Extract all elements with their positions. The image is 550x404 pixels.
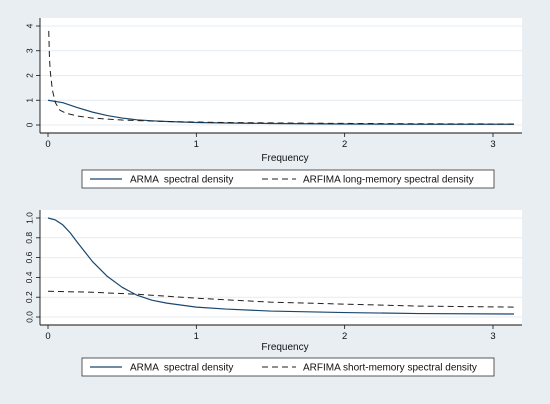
- top-y-tick-label: 4: [24, 23, 34, 28]
- top-x-tick-label: 3: [490, 139, 495, 150]
- top-x-tick-label: 1: [194, 139, 199, 150]
- bottom-arma-series-line: [47, 217, 515, 315]
- bottom-x-tick-label: 2: [342, 331, 347, 342]
- bottom-x-tick-label: 1: [194, 331, 199, 342]
- bottom-legend-label-arma: ARMA spectral density: [130, 363, 233, 374]
- bottom-y-tick-label: 0.4: [24, 271, 34, 283]
- top-series-layer: [47, 30, 515, 125]
- top-x-tick-label: 0: [45, 139, 50, 150]
- bottom-y-tick-label: 0.6: [24, 251, 34, 263]
- top-gridlines: [40, 25, 522, 126]
- bottom-y-tick-label: 1.0: [24, 212, 34, 224]
- top-y-tick-label: 1: [24, 98, 34, 103]
- bottom-x-tick-label: 3: [490, 331, 495, 342]
- bottom-series-layer: [47, 217, 515, 315]
- bottom-legend-label-arfima: ARFIMA short-memory spectral density: [303, 363, 477, 374]
- bottom-gridlines: [40, 217, 522, 318]
- bottom-y-tick-label: 0.8: [24, 232, 34, 244]
- top-axes: 0 1 2 3 4 0 1 2 3: [24, 18, 522, 150]
- bottom-legend: ARMA spectral density ARFIMA short-memor…: [81, 357, 495, 377]
- top-y-tick-label: 3: [24, 48, 34, 53]
- bottom-y-tick-label: 0.0: [24, 311, 34, 323]
- bottom-axes: 0.0 0.2 0.4 0.6 0.8 1.0 0 1 2 3: [24, 210, 522, 342]
- bottom-x-axis-label: Frequency: [261, 342, 308, 353]
- top-legend: ARMA spectral density ARFIMA long-memory…: [81, 169, 495, 189]
- top-x-axis-label: Frequency: [261, 153, 308, 164]
- top-y-tick-label: 0: [24, 122, 34, 127]
- top-legend-label-arfima: ARFIMA long-memory spectral density: [303, 175, 474, 186]
- bottom-y-tick-label: 0.2: [24, 291, 34, 303]
- bottom-arfima-series-line: [47, 290, 515, 308]
- bottom-panel: 0.0 0.2 0.4 0.6 0.8 1.0 0 1 2 3 Frequency ARMA sp…: [24, 210, 522, 377]
- top-arfima-series-line: [48, 30, 515, 125]
- bottom-x-tick-label: 0: [45, 331, 50, 342]
- top-y-tick-label: 2: [24, 73, 34, 78]
- top-panel: 0 1 2 3 4 0 1 2 3 Frequency ARMA spectral densit…: [24, 18, 522, 189]
- top-x-tick-label: 2: [342, 139, 347, 150]
- top-legend-label-arma: ARMA spectral density: [130, 175, 233, 186]
- bottom-plot-area: [40, 210, 522, 325]
